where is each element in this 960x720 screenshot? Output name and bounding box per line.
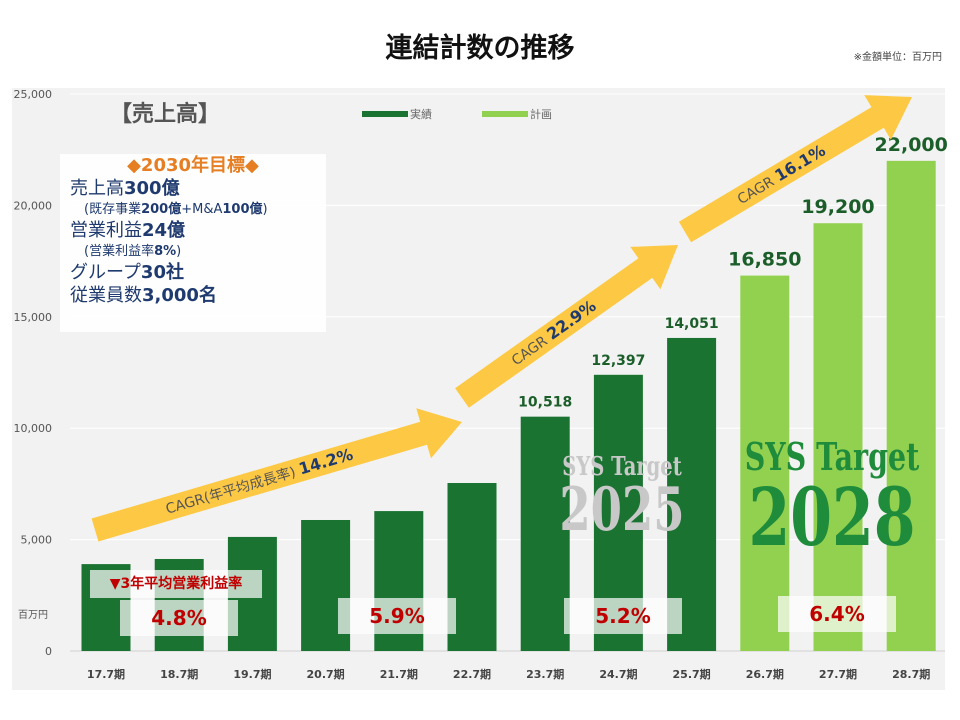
data-label: 19,200 bbox=[801, 196, 874, 218]
data-label: 12,397 bbox=[591, 353, 645, 369]
y-tick-label: 20,000 bbox=[14, 199, 53, 212]
watermark-line2: 2028 bbox=[749, 470, 916, 564]
bar-26.7期 bbox=[740, 275, 790, 651]
chart-label: 【売上高】 bbox=[110, 102, 221, 127]
x-tick-label: 26.7期 bbox=[746, 667, 784, 681]
y-tick-label: 0 bbox=[45, 645, 52, 658]
watermark-line1: SYS Target bbox=[745, 434, 920, 479]
unit-note: ※金額単位：百万円 bbox=[853, 52, 942, 63]
legend-label: 計画 bbox=[530, 107, 552, 121]
goal-sales-detail: (既存事業200億+M&A100億) bbox=[84, 202, 268, 217]
y-axis-unit: 百万円 bbox=[18, 609, 48, 621]
x-tick-label: 23.7期 bbox=[526, 667, 564, 681]
x-tick-label: 18.7期 bbox=[160, 667, 198, 681]
margin-value: 4.8% bbox=[120, 600, 238, 636]
goal-employees: 従業員数3,000名 bbox=[70, 285, 217, 306]
cagr-arrow bbox=[455, 245, 678, 408]
bar-27.7期 bbox=[813, 223, 863, 651]
goal-header: ◆2030年目標◆ bbox=[127, 155, 259, 176]
y-tick-label: 5,000 bbox=[21, 534, 53, 547]
x-tick-label: 27.7期 bbox=[819, 667, 857, 681]
x-tick-label: 21.7期 bbox=[380, 667, 418, 681]
page-title: 連結計数の推移 bbox=[385, 33, 575, 64]
cagr-arrow bbox=[91, 408, 462, 542]
margin-value: 5.2% bbox=[564, 598, 682, 634]
x-tick-label: 17.7期 bbox=[87, 667, 125, 681]
x-tick-label: 22.7期 bbox=[453, 667, 491, 681]
margin-value: 5.9% bbox=[338, 598, 456, 634]
bar-23.7期 bbox=[520, 416, 570, 651]
legend-swatch bbox=[482, 111, 528, 117]
data-label: 14,051 bbox=[665, 316, 719, 332]
y-tick-label: 25,000 bbox=[14, 88, 53, 101]
watermark-line2: 2025 bbox=[559, 473, 684, 544]
data-label: 16,850 bbox=[728, 249, 801, 271]
y-tick-label: 15,000 bbox=[14, 311, 53, 324]
legend-swatch bbox=[362, 111, 408, 117]
y-tick-label: 10,000 bbox=[14, 422, 53, 435]
x-tick-label: 24.7期 bbox=[599, 667, 637, 681]
bar-28.7期 bbox=[886, 160, 936, 651]
cagr-arrow bbox=[678, 95, 912, 243]
x-tick-label: 19.7期 bbox=[233, 667, 271, 681]
data-label: 22,000 bbox=[875, 134, 948, 156]
goal-sales: 売上高300億 bbox=[70, 178, 180, 199]
goal-margin: (営業利益率8%) bbox=[84, 244, 182, 259]
legend-label: 実績 bbox=[410, 107, 432, 121]
x-tick-label: 25.7期 bbox=[673, 667, 711, 681]
margin-header: ▼3年平均営業利益率 bbox=[90, 570, 262, 598]
watermark-line1: SYS Target bbox=[562, 451, 682, 482]
x-tick-label: 28.7期 bbox=[892, 667, 930, 681]
goal-profit: 営業利益24億 bbox=[70, 220, 186, 241]
margin-value: 6.4% bbox=[778, 596, 896, 632]
goal-group: グループ30社 bbox=[70, 262, 184, 283]
x-tick-label: 20.7期 bbox=[307, 667, 345, 681]
goal-box: ◆2030年目標◆ 売上高300億 (既存事業200億+M&A100億) 営業利… bbox=[60, 154, 326, 332]
data-label: 10,518 bbox=[518, 395, 572, 411]
